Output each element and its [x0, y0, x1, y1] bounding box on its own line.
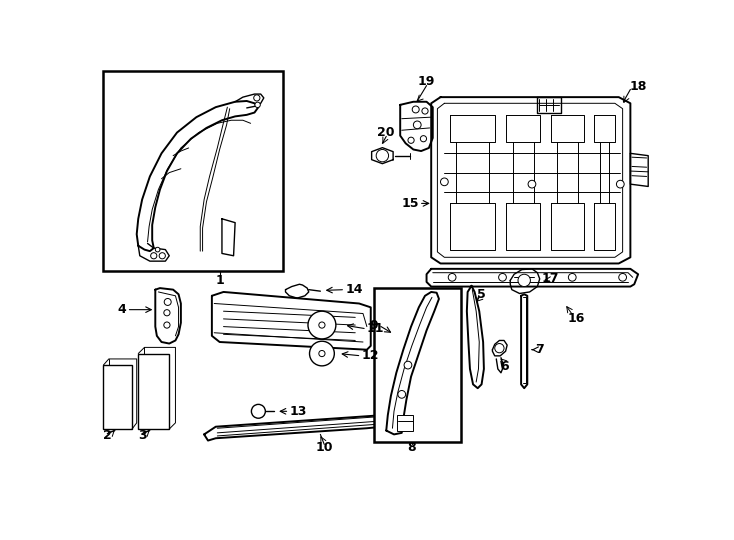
- Circle shape: [319, 322, 325, 328]
- Text: 18: 18: [630, 80, 647, 93]
- Circle shape: [408, 137, 414, 143]
- Text: 15: 15: [401, 197, 419, 210]
- Circle shape: [404, 361, 412, 369]
- Circle shape: [156, 247, 160, 252]
- Circle shape: [252, 404, 266, 418]
- Circle shape: [254, 95, 260, 101]
- Text: 11: 11: [367, 322, 385, 335]
- Circle shape: [617, 180, 624, 188]
- Circle shape: [422, 108, 428, 114]
- Circle shape: [164, 322, 170, 328]
- Circle shape: [398, 390, 406, 398]
- Text: 2: 2: [103, 429, 112, 442]
- Text: 13: 13: [289, 405, 307, 418]
- Text: 5: 5: [477, 288, 486, 301]
- Text: 17: 17: [542, 272, 559, 285]
- Circle shape: [376, 150, 388, 162]
- Text: 14: 14: [345, 283, 363, 296]
- Circle shape: [150, 253, 157, 259]
- Circle shape: [164, 299, 171, 306]
- Circle shape: [568, 273, 576, 281]
- Circle shape: [255, 102, 261, 107]
- Circle shape: [319, 350, 325, 356]
- Text: 16: 16: [567, 313, 585, 326]
- Text: 4: 4: [118, 303, 127, 316]
- Circle shape: [518, 274, 531, 287]
- Circle shape: [413, 106, 419, 113]
- Text: 20: 20: [377, 126, 395, 139]
- Text: 3: 3: [138, 429, 147, 442]
- Circle shape: [308, 311, 336, 339]
- Circle shape: [619, 273, 627, 281]
- Circle shape: [440, 178, 448, 186]
- Bar: [138, 354, 170, 429]
- Circle shape: [421, 136, 426, 142]
- Text: 1: 1: [215, 274, 224, 287]
- Circle shape: [310, 341, 334, 366]
- Text: 9: 9: [370, 319, 379, 332]
- Text: 10: 10: [316, 441, 333, 454]
- Circle shape: [528, 180, 536, 188]
- Bar: [103, 365, 132, 429]
- Circle shape: [448, 273, 456, 281]
- Text: 12: 12: [361, 349, 379, 362]
- Text: 7: 7: [535, 343, 544, 356]
- Bar: [374, 288, 461, 442]
- Bar: [103, 71, 283, 271]
- Text: 8: 8: [407, 441, 416, 454]
- Text: 6: 6: [501, 360, 509, 373]
- Text: 19: 19: [418, 75, 435, 88]
- Circle shape: [498, 273, 506, 281]
- Circle shape: [413, 121, 421, 129]
- Circle shape: [164, 309, 170, 316]
- Circle shape: [159, 253, 165, 259]
- Bar: [397, 415, 413, 430]
- Circle shape: [495, 343, 504, 353]
